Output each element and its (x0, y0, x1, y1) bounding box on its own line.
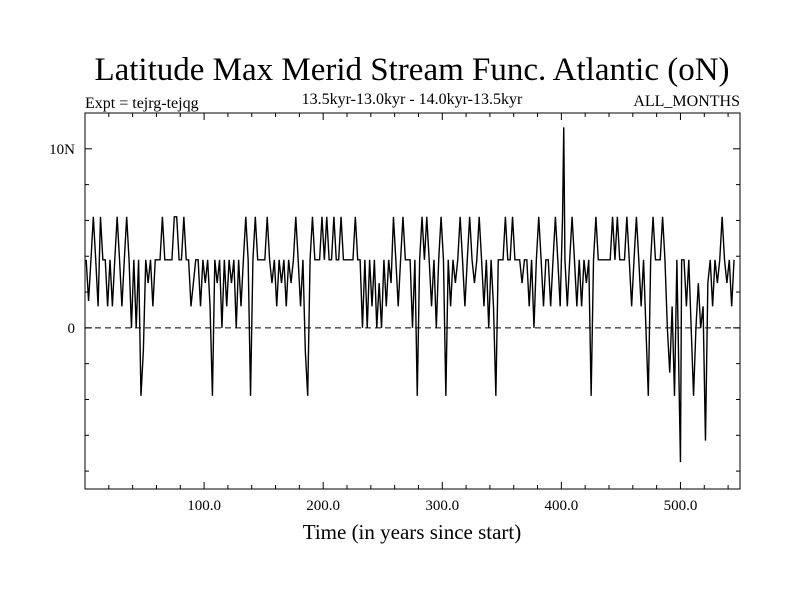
x-tick-label: 100.0 (187, 498, 221, 514)
plot-frame (84, 112, 741, 490)
season-label: ALL_MONTHS (633, 93, 740, 110)
y-axis-ticks: 0 10N (49, 112, 740, 472)
x-axis-ticks: 100.0 200.0 300.0 400.0 500.0 (108, 113, 729, 514)
y-tick-label: 0 (68, 321, 76, 337)
y-tick-label: 10N (49, 142, 75, 158)
experiment-label: Expt = tejrg-tejqg (85, 95, 199, 112)
x-tick-label: 200.0 (306, 498, 340, 514)
series-line (85, 127, 735, 463)
x-tick-label: 300.0 (425, 498, 459, 514)
period-label: 13.5kyr-13.0kyr - 14.0kyr-13.5kyr (302, 91, 523, 108)
x-tick-label: 400.0 (544, 498, 578, 514)
x-tick-label: 500.0 (664, 498, 698, 514)
x-axis-label: Time (in years since start) (303, 520, 522, 544)
chart-title: Latitude Max Merid Stream Func. Atlantic… (94, 52, 729, 88)
